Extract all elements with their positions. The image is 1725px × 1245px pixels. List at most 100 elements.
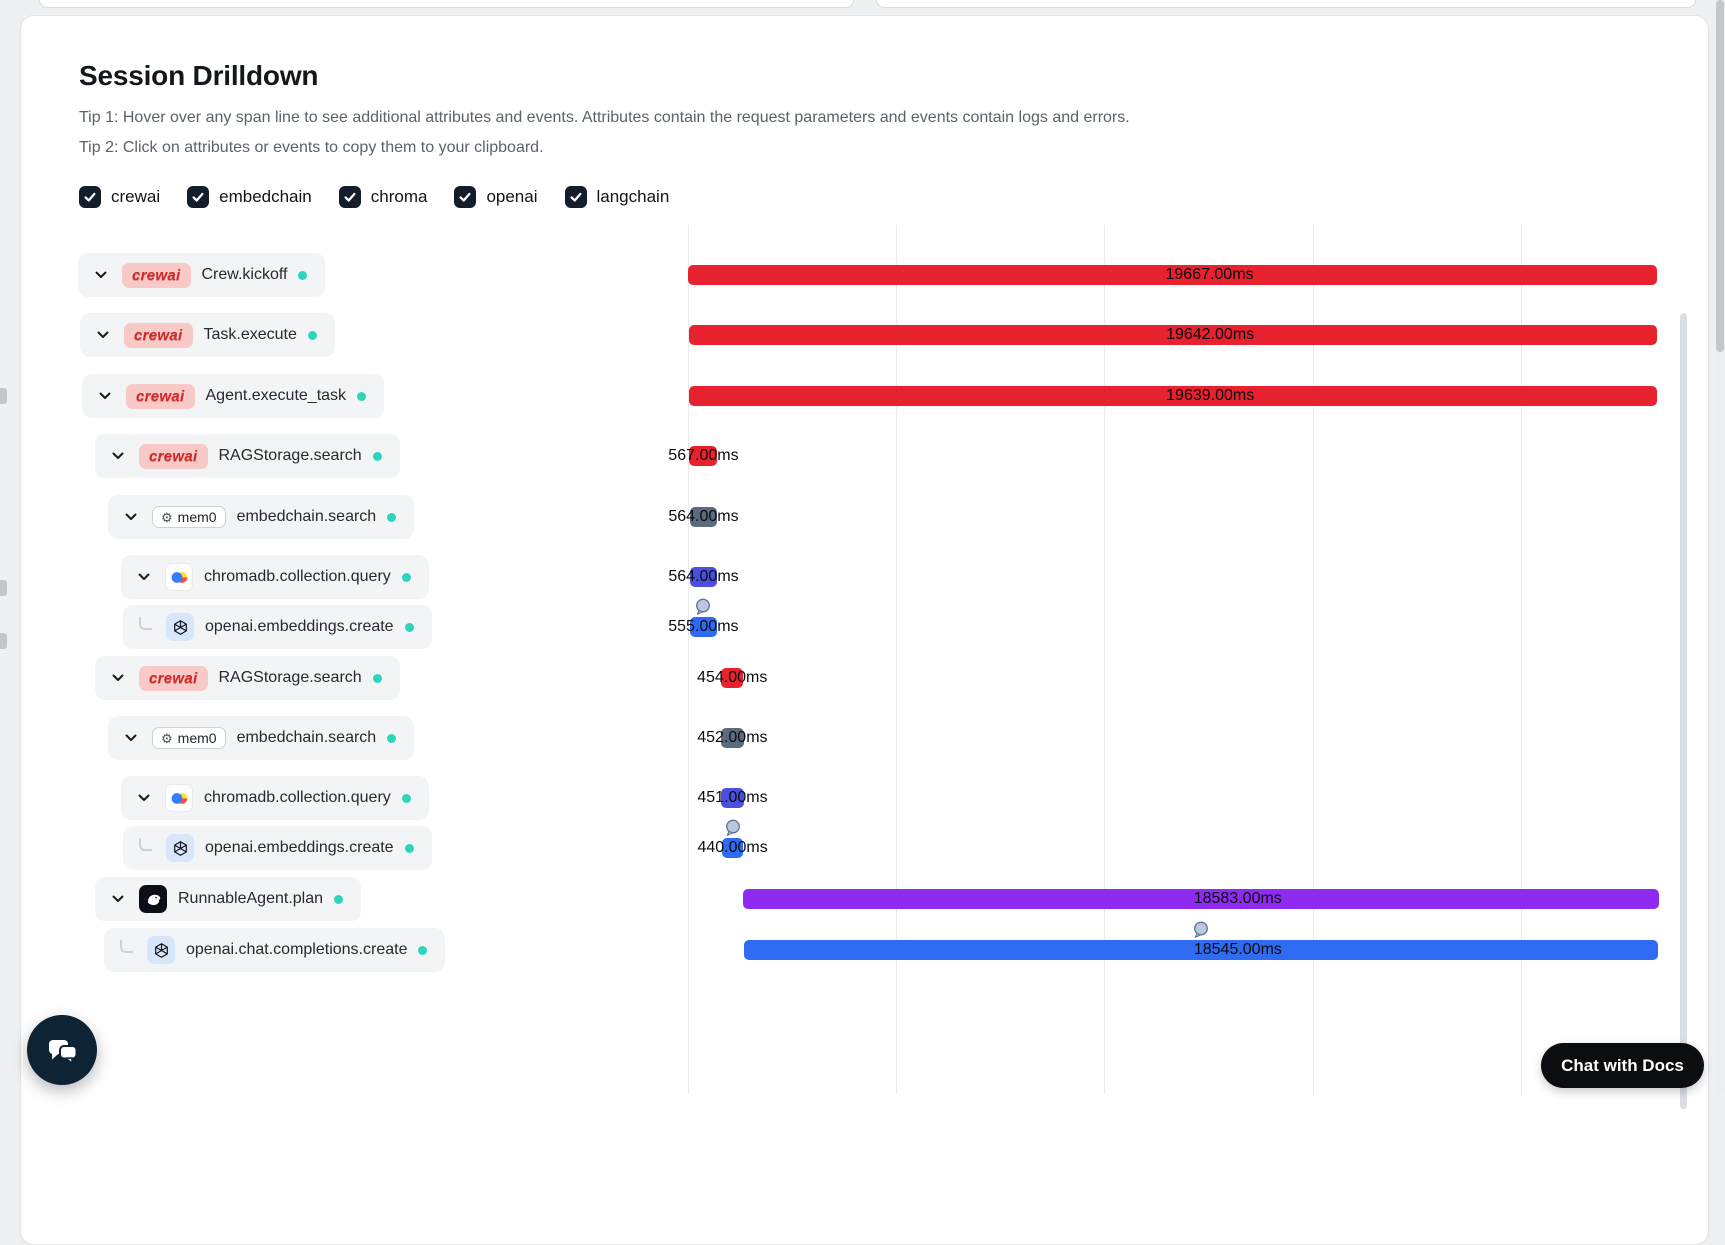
filter-langchain[interactable]: langchain — [564, 186, 669, 208]
crewai-logo: crewai — [139, 443, 208, 469]
tip-1: Tip 1: Hover over any span line to see a… — [79, 109, 1130, 126]
span-duration-label: 564.00ms — [668, 508, 739, 525]
span-bar[interactable] — [688, 265, 1657, 285]
span-row[interactable]: openai.embeddings.create — [123, 826, 432, 870]
span-name: openai.chat.completions.create — [186, 941, 408, 958]
span-duration-label: 18583.00ms — [1193, 890, 1282, 907]
chroma-logo — [165, 784, 193, 812]
status-dot — [418, 945, 428, 955]
event-bubble-icon[interactable] — [1191, 920, 1210, 939]
filter-bar: crewai embedchain chroma openai langchain — [79, 186, 669, 208]
filter-label: chroma — [370, 187, 428, 206]
filter-label: embedchain — [219, 187, 312, 206]
clipped-content-fragment — [0, 633, 7, 649]
expand-toggle[interactable] — [121, 507, 141, 527]
span-row[interactable]: crewai Task.execute — [80, 313, 335, 357]
span-row[interactable]: openai.embeddings.create — [123, 605, 432, 649]
span-bar[interactable] — [689, 617, 718, 637]
tip-2: Tip 2: Click on attributes or events to … — [79, 139, 544, 156]
span-bar[interactable] — [721, 728, 744, 748]
filter-crewai[interactable]: crewai — [79, 186, 160, 208]
chevron-down-icon — [97, 331, 109, 338]
span-row[interactable]: crewai RAGStorage.search — [95, 434, 400, 478]
span-row[interactable]: chromadb.collection.query — [121, 555, 429, 599]
filter-embedchain[interactable]: embedchain — [187, 186, 312, 208]
status-dot — [357, 391, 367, 401]
expand-toggle[interactable] — [93, 325, 113, 345]
expand-toggle[interactable] — [108, 668, 128, 688]
chevron-down-icon — [95, 271, 107, 278]
span-duration-label: 564.00ms — [668, 568, 739, 585]
span-bar[interactable] — [742, 889, 1659, 909]
chevron-down-icon — [112, 895, 124, 902]
span-bar[interactable] — [689, 507, 718, 527]
span-name: RAGStorage.search — [218, 669, 362, 686]
checkbox-checked-icon[interactable] — [187, 186, 210, 208]
chevron-down-icon — [138, 794, 150, 801]
filter-chroma[interactable]: chroma — [338, 186, 428, 208]
expand-toggle[interactable] — [134, 788, 154, 808]
span-bar[interactable] — [689, 446, 718, 466]
span-bar[interactable] — [689, 386, 1657, 406]
chart-scrollbar[interactable] — [1680, 313, 1687, 1109]
status-dot — [404, 843, 414, 853]
span-bar[interactable] — [689, 325, 1657, 345]
filter-openai[interactable]: openai — [454, 186, 538, 208]
span-duration-label: 18545.00ms — [1193, 941, 1282, 958]
crewai-logo: crewai — [122, 262, 191, 288]
langchain-logo — [139, 885, 167, 913]
expand-toggle[interactable] — [108, 446, 128, 466]
expand-toggle[interactable] — [91, 265, 111, 285]
span-bar[interactable] — [721, 668, 744, 688]
span-row[interactable]: RunnableAgent.plan — [95, 877, 362, 921]
status-dot — [387, 512, 397, 522]
event-bubble-icon[interactable] — [723, 818, 742, 837]
page-scrollbar-thumb[interactable] — [1716, 0, 1724, 352]
span-row[interactable]: crewai RAGStorage.search — [95, 656, 400, 700]
span-name: RunnableAgent.plan — [178, 890, 324, 907]
checkbox-checked-icon[interactable] — [79, 186, 101, 208]
tree-corner-icon — [139, 616, 152, 630]
span-row[interactable]: ⚙ mem0 embedchain.search — [108, 495, 415, 539]
span-row[interactable]: crewai Crew.kickoff — [78, 253, 326, 297]
expand-toggle[interactable] — [121, 728, 141, 748]
span-bar[interactable] — [689, 567, 718, 587]
expand-toggle[interactable] — [108, 889, 128, 909]
tree-corner-icon — [120, 939, 133, 953]
span-name: openai.embeddings.create — [205, 618, 394, 635]
span-duration-label: 19667.00ms — [1165, 266, 1254, 283]
chat-widget-button[interactable] — [27, 1015, 97, 1085]
chevron-down-icon — [99, 392, 111, 399]
event-bubble-icon[interactable] — [694, 597, 713, 616]
checkbox-checked-icon[interactable] — [454, 186, 477, 208]
span-name: RAGStorage.search — [218, 447, 362, 464]
chat-bubbles-icon — [43, 1031, 81, 1069]
status-dot — [372, 673, 382, 683]
span-name: chromadb.collection.query — [204, 789, 391, 806]
checkbox-checked-icon[interactable] — [338, 186, 361, 208]
status-dot — [298, 270, 308, 280]
span-bar[interactable] — [721, 788, 744, 808]
status-dot — [401, 572, 411, 582]
span-bar[interactable] — [721, 838, 744, 858]
span-row[interactable]: chromadb.collection.query — [121, 776, 429, 820]
mem0-label: mem0 — [177, 730, 217, 746]
span-name: embedchain.search — [236, 508, 377, 525]
gridline — [1521, 225, 1522, 1094]
mem0-gear-icon: ⚙ — [161, 730, 173, 746]
span-row[interactable]: ⚙ mem0 embedchain.search — [108, 716, 415, 760]
page-scrollbar[interactable] — [1715, 0, 1725, 1094]
mem0-logo: ⚙ mem0 — [152, 506, 226, 528]
span-name: openai.embeddings.create — [205, 839, 394, 856]
chat-with-docs-button[interactable]: Chat with Docs — [1541, 1043, 1704, 1088]
span-bar[interactable] — [744, 940, 1658, 960]
expand-toggle[interactable] — [134, 567, 154, 587]
page-title: Session Drilldown — [79, 60, 319, 91]
checkbox-checked-icon[interactable] — [564, 186, 587, 208]
tree-corner-icon — [139, 837, 152, 851]
expand-toggle[interactable] — [95, 386, 115, 406]
gridline — [1313, 225, 1314, 1094]
span-row[interactable]: crewai Agent.execute_task — [82, 374, 385, 418]
span-row[interactable]: openai.chat.completions.create — [104, 928, 446, 972]
status-dot — [372, 451, 382, 461]
